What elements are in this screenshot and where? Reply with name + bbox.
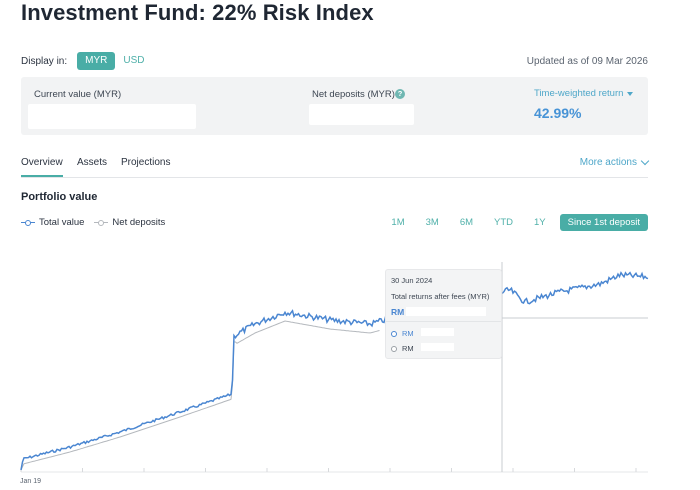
line-marker-icon bbox=[21, 219, 35, 227]
currency-myr-button[interactable]: MYR bbox=[77, 52, 116, 70]
chart-tooltip: 30 Jun 2024 Total returns after fees (MY… bbox=[385, 269, 502, 359]
page-title: Investment Fund: 22% Risk Index bbox=[21, 0, 374, 25]
tooltip-date: 30 Jun 2024 bbox=[391, 276, 433, 285]
display-currency-row: Display in: MYR USD bbox=[21, 52, 153, 70]
circle-icon bbox=[391, 345, 397, 352]
range-1m[interactable]: 1M bbox=[391, 217, 405, 228]
help-icon[interactable]: ? bbox=[395, 89, 405, 99]
twr-dropdown[interactable]: Time-weighted return bbox=[534, 88, 634, 99]
more-actions-button[interactable]: More actions bbox=[579, 156, 650, 168]
tooltip-row-total: RM bbox=[391, 329, 414, 338]
chevron-down-icon bbox=[640, 156, 650, 166]
tooltip-row-total-masked bbox=[421, 328, 454, 336]
line-marker-icon bbox=[94, 219, 109, 227]
tab-projections[interactable]: Projections bbox=[121, 157, 171, 168]
tooltip-subtitle: Total returns after fees (MYR) bbox=[391, 292, 490, 301]
legend-net-deposits[interactable]: Net deposits bbox=[94, 217, 165, 228]
legend-total-value-label: Total value bbox=[39, 217, 85, 228]
section-title: Portfolio value bbox=[21, 191, 98, 203]
range-selector: 1M 3M 6M YTD 1Y Since 1st deposit bbox=[378, 214, 648, 231]
net-deposits-masked bbox=[309, 104, 414, 125]
range-3m[interactable]: 3M bbox=[425, 217, 439, 228]
current-value-masked bbox=[28, 104, 196, 129]
range-since-first-deposit[interactable]: Since 1st deposit bbox=[559, 214, 648, 231]
twr-value: 42.99% bbox=[534, 105, 582, 121]
tooltip-divider bbox=[386, 321, 501, 322]
legend-net-deposits-label: Net deposits bbox=[112, 217, 166, 228]
tooltip-row-total-label: RM bbox=[402, 329, 414, 338]
range-6m[interactable]: 6M bbox=[459, 217, 474, 228]
range-ytd[interactable]: YTD bbox=[494, 217, 514, 228]
tab-bar: Overview Assets Projections More actions bbox=[21, 155, 650, 178]
tooltip-main-masked bbox=[406, 307, 486, 316]
currency-usd-button[interactable]: USD bbox=[115, 52, 152, 70]
updated-timestamp: Updated as of 09 Mar 2026 bbox=[526, 56, 648, 67]
portfolio-value-chart[interactable] bbox=[0, 232, 700, 490]
tab-overview[interactable]: Overview bbox=[21, 157, 63, 177]
tab-assets[interactable]: Assets bbox=[77, 157, 108, 168]
display-label: Display in: bbox=[21, 55, 68, 67]
current-value-label: Current value (MYR) bbox=[34, 89, 122, 100]
summary-panel: Current value (MYR) Net deposits (MYR) ?… bbox=[21, 77, 648, 135]
caret-down-icon bbox=[627, 91, 634, 96]
tooltip-row-net-masked bbox=[421, 343, 454, 351]
tooltip-main-value: RM bbox=[391, 307, 405, 317]
x-axis-ticks bbox=[20, 468, 637, 472]
range-1y[interactable]: 1Y bbox=[534, 217, 546, 228]
circle-icon bbox=[391, 330, 397, 337]
legend-total-value[interactable]: Total value bbox=[21, 217, 84, 228]
x-axis-start-label: Jan 19 bbox=[20, 478, 42, 485]
tooltip-row-net-label: RM bbox=[402, 344, 414, 353]
chart-legend: Total value Net deposits bbox=[21, 217, 175, 228]
tooltip-row-net: RM bbox=[391, 344, 414, 353]
more-actions-label: More actions bbox=[579, 157, 637, 168]
total-value-line bbox=[20, 271, 649, 471]
net-deposits-line bbox=[20, 320, 380, 471]
twr-label: Time-weighted return bbox=[534, 88, 624, 99]
net-deposits-label: Net deposits (MYR) bbox=[312, 89, 395, 100]
